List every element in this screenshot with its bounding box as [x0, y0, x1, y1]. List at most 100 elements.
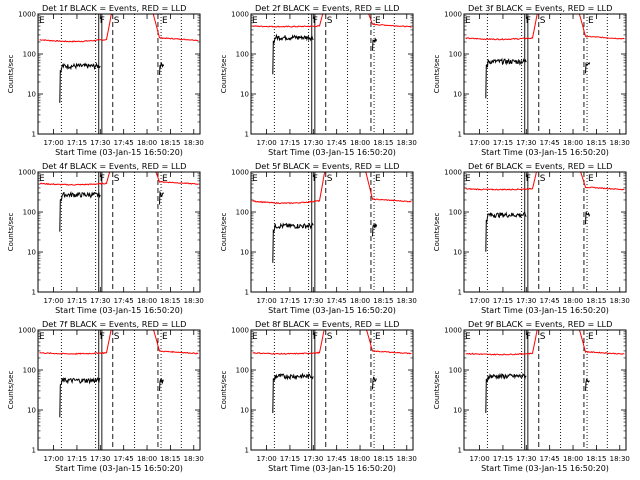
- events-series-line: [272, 222, 314, 263]
- y-axis-label: Counts/sec: [220, 55, 228, 94]
- marker-label: S: [327, 332, 333, 342]
- x-tick-label: 18:30: [610, 139, 630, 147]
- marker-label: E: [39, 332, 45, 342]
- x-tick-label: 18:30: [397, 139, 417, 147]
- y-axis-label: Counts/sec: [7, 213, 15, 252]
- events-series-resume-line: [159, 190, 165, 205]
- panel-title: Det 2f BLACK = Events, RED = LLD: [255, 3, 399, 13]
- x-tick-label: 18:00: [563, 455, 583, 463]
- events-series-resume-line: [372, 37, 378, 51]
- plot-frame: [37, 329, 201, 451]
- x-tick-label: 18:30: [397, 455, 417, 463]
- x-tick-label: 17:45: [540, 455, 560, 463]
- marker-label: E: [39, 16, 45, 26]
- events-series-line: [272, 33, 314, 75]
- x-tick-label: 18:00: [137, 297, 157, 305]
- marker-label: E: [588, 16, 594, 26]
- x-tick-label: 17:30: [303, 455, 323, 463]
- x-tick-label: 17:15: [67, 297, 87, 305]
- marker-label: E: [588, 332, 594, 342]
- y-tick-label: 1: [458, 447, 462, 455]
- x-tick-label: 17:00: [256, 455, 276, 463]
- x-tick-label: 17:45: [327, 297, 347, 305]
- events-series-line: [485, 211, 527, 252]
- y-tick-label: 1000: [231, 169, 249, 177]
- x-tick-label: 17:00: [256, 297, 276, 305]
- plot-frame: [250, 13, 414, 135]
- x-tick-label: 18:15: [586, 455, 606, 463]
- marker-label: S: [327, 16, 333, 26]
- x-tick-label: 17:45: [114, 139, 134, 147]
- panel-title: Det 9f BLACK = Events, RED = LLD: [468, 319, 612, 329]
- x-axis-label: Start Time (03-Jan-15 16:50:20): [268, 306, 396, 315]
- x-tick-label: 17:30: [516, 297, 536, 305]
- marker-label: F: [526, 16, 531, 26]
- x-tick-label: 17:00: [469, 139, 489, 147]
- plot-frame: [250, 329, 414, 451]
- y-tick-label: 1: [32, 289, 36, 297]
- panel-det-9: Det 9f BLACK = Events, RED = LLD Counts/s…: [433, 319, 630, 473]
- marker-label: E: [162, 16, 168, 26]
- marker-label: S: [540, 16, 546, 26]
- panel-title: Det 4f BLACK = Events, RED = LLD: [42, 161, 186, 171]
- y-tick-label: 100: [449, 367, 462, 375]
- y-tick-label: 1: [245, 289, 249, 297]
- panel-title: Det 8f BLACK = Events, RED = LLD: [255, 319, 399, 329]
- x-axis-label: Start Time (03-Jan-15 16:50:20): [55, 464, 183, 473]
- x-tick-label: 18:15: [373, 297, 393, 305]
- events-series-resume-line: [585, 62, 591, 74]
- y-tick-label: 10: [27, 407, 36, 415]
- marker-label: S: [327, 174, 333, 184]
- x-tick-label: 18:00: [350, 455, 370, 463]
- x-tick-label: 17:30: [303, 297, 323, 305]
- x-tick-label: 18:30: [610, 297, 630, 305]
- x-tick-label: 17:45: [540, 297, 560, 305]
- marker-label: F: [100, 332, 105, 342]
- x-tick-label: 18:30: [184, 455, 204, 463]
- y-tick-label: 1: [458, 131, 462, 139]
- x-tick-label: 18:15: [586, 297, 606, 305]
- x-tick-label: 17:45: [114, 297, 134, 305]
- marker-label: F: [526, 332, 531, 342]
- marker-label: S: [114, 16, 120, 26]
- marker-label: E: [375, 174, 381, 184]
- y-tick-label: 1: [245, 131, 249, 139]
- y-tick-label: 1000: [444, 327, 462, 335]
- x-tick-label: 18:30: [184, 297, 204, 305]
- y-tick-label: 100: [23, 367, 36, 375]
- events-series-resume-line: [372, 376, 377, 390]
- plot-frame: [250, 171, 414, 293]
- y-tick-label: 1000: [444, 169, 462, 177]
- y-tick-label: 1000: [231, 11, 249, 19]
- x-tick-label: 17:00: [469, 455, 489, 463]
- events-series-line: [485, 57, 527, 99]
- marker-label: F: [526, 174, 531, 184]
- marker-label: E: [162, 332, 168, 342]
- marker-label: S: [540, 174, 546, 184]
- marker-label: E: [252, 16, 258, 26]
- panel-det-5: Det 5f BLACK = Events, RED = LLD Counts/s…: [220, 161, 417, 315]
- x-tick-label: 18:15: [160, 139, 180, 147]
- x-tick-label: 17:15: [493, 297, 513, 305]
- events-series-resume-line: [585, 211, 591, 225]
- x-axis-label: Start Time (03-Jan-15 16:50:20): [268, 464, 396, 473]
- events-series-resume-line: [585, 378, 590, 391]
- y-tick-label: 1000: [18, 11, 36, 19]
- x-tick-label: 18:00: [350, 139, 370, 147]
- x-axis-label: Start Time (03-Jan-15 16:50:20): [268, 148, 396, 157]
- y-axis-label: Counts/sec: [7, 55, 15, 94]
- x-axis-label: Start Time (03-Jan-15 16:50:20): [55, 148, 183, 157]
- y-tick-label: 1: [32, 447, 36, 455]
- events-series-line: [485, 372, 527, 414]
- y-tick-label: 1: [245, 447, 249, 455]
- y-axis-label: Counts/sec: [433, 213, 441, 252]
- y-tick-label: 10: [453, 249, 462, 257]
- x-tick-label: 17:00: [43, 297, 63, 305]
- x-tick-label: 17:30: [90, 297, 110, 305]
- panel-det-4: Det 4f BLACK = Events, RED = LLD Counts/s…: [7, 161, 204, 315]
- x-tick-label: 17:45: [327, 139, 347, 147]
- y-tick-label: 10: [240, 249, 249, 257]
- x-tick-label: 17:15: [280, 297, 300, 305]
- plot-frame: [37, 171, 201, 293]
